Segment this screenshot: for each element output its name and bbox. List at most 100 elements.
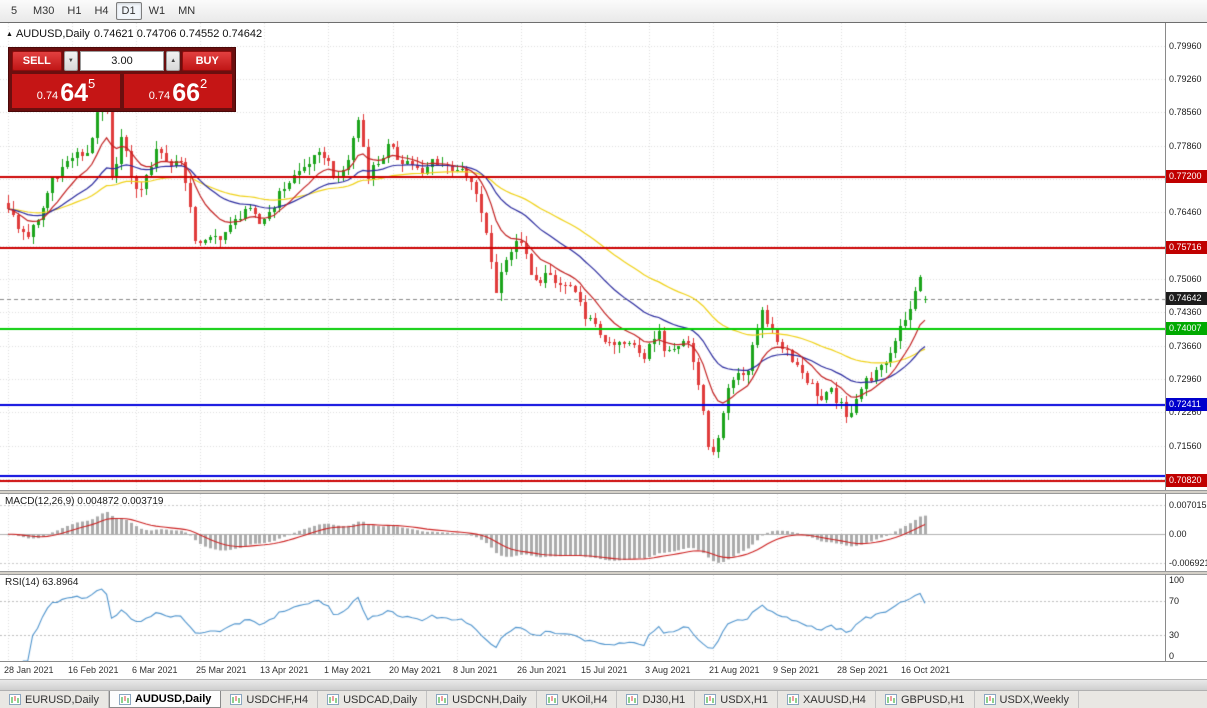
macd-scale-label: 0.00 bbox=[1169, 529, 1187, 539]
rsi-scale-label: 100 bbox=[1169, 575, 1185, 585]
timeframe-button-w1[interactable]: W1 bbox=[148, 5, 166, 17]
date-axis-label: 9 Sep 2021 bbox=[773, 665, 820, 675]
chart-tab-icon bbox=[626, 694, 639, 705]
panel-splitter[interactable] bbox=[0, 571, 1207, 575]
panel-splitter[interactable] bbox=[0, 490, 1207, 494]
price-scale-label: 0.79960 bbox=[1169, 41, 1202, 51]
date-axis-label: 28 Jan 2021 bbox=[4, 665, 54, 675]
main-chart-panel: ▲ AUDUSD,Daily 0.74621 0.74706 0.74552 0.7… bbox=[0, 23, 1165, 490]
chart-tab-icon bbox=[983, 694, 996, 705]
chart-tab-icon bbox=[230, 694, 243, 705]
volume-decrement-button[interactable]: ▼ bbox=[63, 51, 78, 71]
tab-usdx-h1[interactable]: USDX,H1 bbox=[695, 691, 778, 708]
buy-button[interactable]: BUY bbox=[182, 51, 232, 71]
tab-gbpusd-h1[interactable]: GBPUSD,H1 bbox=[876, 691, 975, 708]
date-axis-label: 25 Mar 2021 bbox=[196, 665, 247, 675]
buy-price-display[interactable]: 0.74 66 2 bbox=[124, 74, 232, 108]
chart-tabbar: EURUSD,Daily AUDUSD,Daily USDCHF,H4 USDCAD,… bbox=[0, 690, 1207, 708]
macd-canvas[interactable] bbox=[0, 494, 1165, 571]
chart-tab-icon bbox=[786, 694, 799, 705]
tab-label: USDCNH,Daily bbox=[452, 693, 527, 706]
buy-price-sup: 2 bbox=[200, 76, 208, 91]
volume-increment-button[interactable]: ▲ bbox=[166, 51, 181, 71]
tab-label: GBPUSD,H1 bbox=[900, 693, 965, 706]
trade-controls-row: SELL ▼ ▲ BUY bbox=[12, 51, 232, 71]
tab-label: DJ30,H1 bbox=[642, 693, 686, 706]
timeframe-button-m30[interactable]: M30 bbox=[33, 5, 55, 17]
price-badge: 0.70820 bbox=[1166, 474, 1207, 487]
chart-tab-icon bbox=[884, 694, 897, 705]
chart-header: ▲ AUDUSD,Daily 0.74621 0.74706 0.74552 0.7… bbox=[6, 28, 266, 40]
buy-price-small: 0.74 bbox=[148, 90, 171, 102]
price-scale-label: 0.72960 bbox=[1169, 374, 1202, 384]
tab-usdchf-h4[interactable]: USDCHF,H4 bbox=[221, 691, 319, 708]
date-axis-label: 13 Apr 2021 bbox=[260, 665, 309, 675]
sell-price-display[interactable]: 0.74 64 5 bbox=[12, 74, 120, 108]
window-border bbox=[0, 22, 1207, 23]
chart-symbol-label: AUDUSD,Daily bbox=[15, 28, 90, 40]
timeframe-button-5[interactable]: 5 bbox=[10, 5, 18, 17]
date-axis-label: 16 Feb 2021 bbox=[68, 665, 119, 675]
date-axis-label: 6 Mar 2021 bbox=[132, 665, 178, 675]
volume-input[interactable] bbox=[80, 51, 164, 71]
tab-label: AUDUSD,Daily bbox=[134, 693, 212, 705]
macd-scale[interactable]: 0.0070155 0.00 -0.0069210 bbox=[1166, 494, 1207, 571]
sell-price-big: 64 bbox=[60, 79, 88, 107]
price-scale-label: 0.71560 bbox=[1169, 441, 1202, 451]
date-axis-label: 28 Sep 2021 bbox=[837, 665, 889, 675]
date-axis-label: 20 May 2021 bbox=[389, 665, 442, 675]
tab-usdcnh-daily[interactable]: USDCNH,Daily bbox=[427, 691, 537, 708]
tab-label: USDX,Weekly bbox=[999, 693, 1069, 706]
price-scale[interactable]: 0.799600.792600.785600.778600.771600.764… bbox=[1166, 23, 1207, 490]
macd-label: MACD(12,26,9) 0.004872 0.003719 bbox=[5, 496, 164, 507]
tab-xauusd-h4[interactable]: XAUUSD,H4 bbox=[778, 691, 876, 708]
tab-audusd-daily[interactable]: AUDUSD,Daily bbox=[108, 691, 222, 708]
expand-triangle-icon[interactable]: ▲ bbox=[6, 31, 13, 38]
timeframe-button-d1[interactable]: D1 bbox=[115, 2, 142, 20]
chart-tab-icon bbox=[327, 694, 340, 705]
price-scale-label: 0.76460 bbox=[1169, 207, 1202, 217]
macd-panel: MACD(12,26,9) 0.004872 0.003719 bbox=[0, 494, 1165, 571]
price-badge: 0.72411 bbox=[1166, 398, 1207, 411]
timeframe-toolbar: 5 M30 H1 H4 D1 W1 MN bbox=[0, 0, 1207, 22]
tab-label: USDX,H1 bbox=[720, 693, 768, 706]
date-axis-label: 26 Jun 2021 bbox=[517, 665, 567, 675]
price-scale-label: 0.78560 bbox=[1169, 107, 1202, 117]
tab-usdcad-daily[interactable]: USDCAD,Daily bbox=[318, 691, 428, 708]
trade-prices-row: 0.74 64 5 0.74 66 2 bbox=[12, 74, 232, 108]
timeframe-button-h1[interactable]: H1 bbox=[67, 5, 82, 17]
sell-price-small: 0.74 bbox=[36, 90, 59, 102]
rsi-panel: RSI(14) 63.8964 bbox=[0, 575, 1165, 661]
date-axis-label: 3 Aug 2021 bbox=[645, 665, 691, 675]
price-badge: 0.75716 bbox=[1166, 241, 1207, 254]
timeframe-button-h4[interactable]: H4 bbox=[94, 5, 109, 17]
price-scale-label: 0.73660 bbox=[1169, 341, 1202, 351]
window-bottom-strip bbox=[0, 679, 1207, 690]
date-axis[interactable]: 28 Jan 2021 16 Feb 2021 6 Mar 2021 25 Mar 2… bbox=[0, 661, 1207, 679]
sell-button[interactable]: SELL bbox=[12, 51, 62, 71]
chart-tab-icon bbox=[118, 693, 131, 705]
price-scale-label: 0.74360 bbox=[1169, 307, 1202, 317]
tab-label: UKOil,H4 bbox=[561, 693, 608, 706]
tab-eurusd-daily[interactable]: EURUSD,Daily bbox=[0, 691, 109, 708]
tab-dj30-h1[interactable]: DJ30,H1 bbox=[617, 691, 696, 708]
chart-tab-icon bbox=[545, 694, 558, 705]
date-axis-label: 15 Jul 2021 bbox=[581, 665, 628, 675]
rsi-canvas[interactable] bbox=[0, 575, 1165, 661]
rsi-label: RSI(14) 63.8964 bbox=[5, 577, 79, 588]
tab-usdx-weekly[interactable]: USDX,Weekly bbox=[975, 691, 1079, 708]
tab-label: XAUUSD,H4 bbox=[802, 693, 866, 706]
rsi-scale-label: 0 bbox=[1169, 651, 1175, 661]
price-scale-label: 0.77860 bbox=[1169, 141, 1202, 151]
rsi-scale-label: 30 bbox=[1169, 630, 1180, 640]
rsi-scale-label: 70 bbox=[1169, 596, 1180, 606]
tab-ukoil-h4[interactable]: UKOil,H4 bbox=[537, 691, 618, 708]
one-click-trade-widget: SELL ▼ ▲ BUY 0.74 64 5 0.74 66 2 bbox=[8, 47, 236, 112]
date-axis-label: 16 Oct 2021 bbox=[901, 665, 951, 675]
rsi-scale[interactable]: 100 70 30 0 bbox=[1166, 575, 1207, 661]
price-scale-border bbox=[1165, 23, 1166, 679]
timeframe-button-mn[interactable]: MN bbox=[178, 5, 196, 17]
tab-label: EURUSD,Daily bbox=[25, 693, 99, 706]
price-badge: 0.74642 bbox=[1166, 292, 1207, 305]
